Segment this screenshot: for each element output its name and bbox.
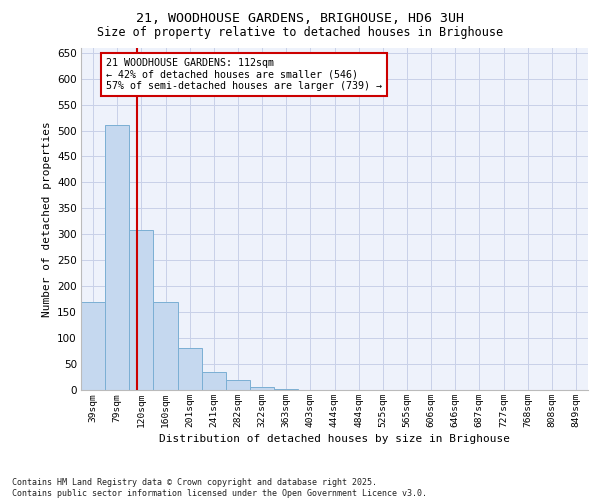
Text: Size of property relative to detached houses in Brighouse: Size of property relative to detached ho…: [97, 26, 503, 39]
Bar: [274, 389, 298, 390]
Bar: [81, 302, 105, 390]
Y-axis label: Number of detached properties: Number of detached properties: [41, 121, 52, 316]
Bar: [154, 302, 178, 390]
X-axis label: Distribution of detached houses by size in Brighouse: Distribution of detached houses by size …: [159, 434, 510, 444]
Bar: [250, 388, 274, 390]
Bar: [226, 380, 250, 390]
Text: 21, WOODHOUSE GARDENS, BRIGHOUSE, HD6 3UH: 21, WOODHOUSE GARDENS, BRIGHOUSE, HD6 3U…: [136, 12, 464, 26]
Text: 21 WOODHOUSE GARDENS: 112sqm
← 42% of detached houses are smaller (546)
57% of s: 21 WOODHOUSE GARDENS: 112sqm ← 42% of de…: [106, 58, 382, 91]
Bar: [178, 348, 202, 390]
Bar: [202, 372, 226, 390]
Bar: [129, 230, 154, 390]
Bar: [105, 126, 129, 390]
Text: Contains HM Land Registry data © Crown copyright and database right 2025.
Contai: Contains HM Land Registry data © Crown c…: [12, 478, 427, 498]
